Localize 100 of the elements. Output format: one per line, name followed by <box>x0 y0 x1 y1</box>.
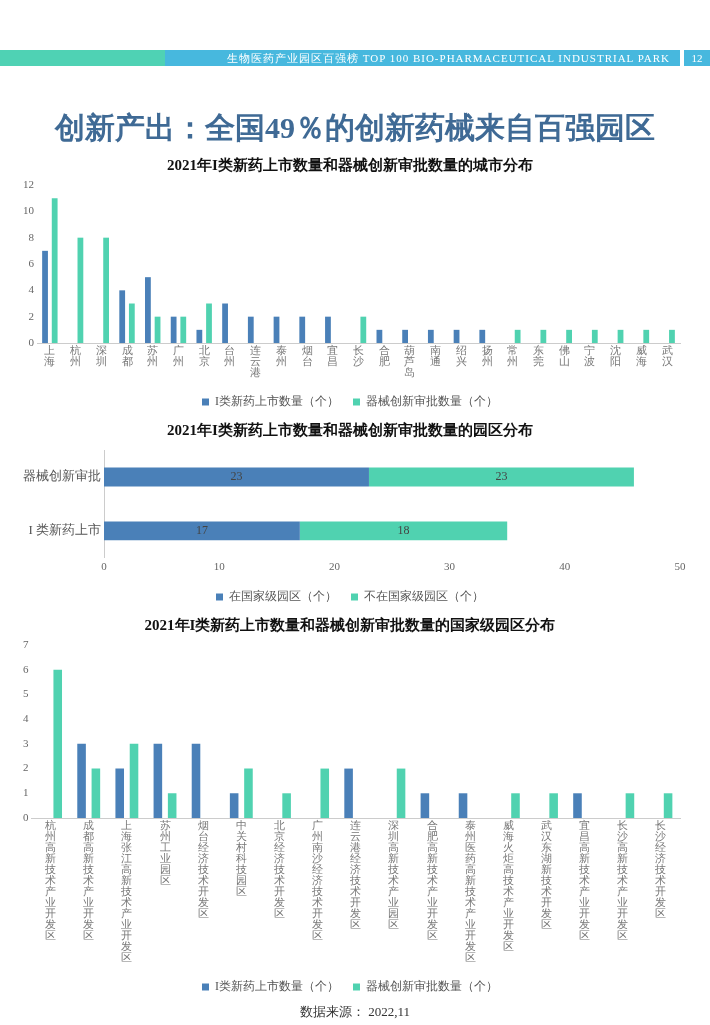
y-tick-label: 7 <box>23 637 29 650</box>
x-tick-label: 苏州工业园区 <box>159 819 171 887</box>
bar <box>325 316 331 343</box>
category-label: 深圳高新技术产业园区 <box>388 819 400 931</box>
data-label: 23 <box>230 469 243 484</box>
y-tick-label: 4 <box>28 283 35 296</box>
bar <box>566 329 572 343</box>
x-tick-label: 上海 <box>44 344 56 368</box>
x-tick-label: 台州 <box>224 344 236 368</box>
y-tick-label: 12 <box>23 177 34 190</box>
legend-label: 器械创新审批数量（个） <box>366 979 498 994</box>
data-label: 23 <box>495 469 508 484</box>
x-tick-label: 烟台 <box>301 344 313 368</box>
y-tick-label: 6 <box>28 256 35 269</box>
y-tick-label: 2 <box>23 761 29 774</box>
legend-label: I类新药上市数量（个） <box>215 979 339 994</box>
x-tick-label: 北京 <box>198 344 210 368</box>
bar <box>368 467 634 487</box>
y-tick-label: 5 <box>23 687 29 700</box>
x-tick-label: 威海 <box>635 344 647 368</box>
x-tick-label: 深圳 <box>94 344 107 368</box>
x-tick-label: 南通 <box>430 344 442 368</box>
bar <box>625 793 635 818</box>
bar <box>244 768 253 818</box>
bar <box>77 743 86 818</box>
bar <box>51 198 58 343</box>
bar <box>669 329 675 343</box>
x-tick-label: 长沙 <box>353 344 364 368</box>
bar <box>206 303 212 343</box>
bar <box>299 521 508 541</box>
y-tick-label: 4 <box>23 712 29 725</box>
bar <box>42 250 48 343</box>
y-tick-label: 器械创新审批 <box>23 468 101 484</box>
bar <box>129 743 139 818</box>
bar <box>153 743 163 818</box>
bar <box>573 793 582 818</box>
legend-label: 器械创新审批数量（个） <box>366 394 498 409</box>
category-label: 烟台经济技术开发区 <box>197 819 209 920</box>
x-tick-label: 常州 <box>507 344 519 368</box>
bar <box>402 329 409 343</box>
x-tick-label: 武汉 <box>661 344 673 368</box>
y-tick-label: I 类新药上市 <box>28 522 101 538</box>
bar <box>104 521 300 541</box>
y-tick-label: 0 <box>28 335 35 348</box>
x-tick-label: 40 <box>559 560 571 573</box>
bar <box>115 768 125 818</box>
x-tick-label: 50 <box>674 560 686 573</box>
bar <box>229 793 239 818</box>
category-label: 广州南沙经济技术开发区 <box>312 819 324 942</box>
bar <box>282 793 291 818</box>
bar <box>420 793 430 818</box>
x-tick-label: 扬州 <box>481 344 493 368</box>
bar <box>119 290 126 343</box>
legend-label: I类新药上市数量（个） <box>215 394 339 409</box>
x-tick-label: 合肥 <box>378 344 390 368</box>
y-tick-label: 10 <box>23 204 35 217</box>
text: 创新产出：全国49％的创新药械来自百强园区 <box>53 110 656 146</box>
x-tick-label: 宜昌 <box>327 344 339 368</box>
bar <box>299 316 306 343</box>
source-note: 数据来源： 2022,11 <box>299 1003 411 1021</box>
bar <box>511 793 520 818</box>
text: 12 <box>684 50 710 66</box>
x-tick-label: 东莞 <box>533 344 545 368</box>
x-tick-label: 成都 <box>121 344 133 368</box>
legend-label: 在国家级园区（个） <box>229 589 337 604</box>
y-tick-label: 8 <box>28 230 35 243</box>
bar <box>344 768 353 818</box>
category-label: 威海火炬高技术产业开发区 <box>502 819 514 953</box>
bar <box>167 793 177 818</box>
y-tick-label: 1 <box>23 786 29 799</box>
bar <box>170 316 177 343</box>
bar <box>643 329 650 343</box>
y-tick-label: 3 <box>23 736 29 749</box>
x-tick-label: 泰州 <box>275 344 287 368</box>
bar <box>396 768 406 818</box>
x-tick-label: 中关村科技园区 <box>234 819 247 898</box>
bar <box>360 316 367 343</box>
bar <box>479 329 486 343</box>
chart-title: 2021年I类新药上市数量和器械创新审批数量的国家级园区分布 <box>144 615 556 633</box>
x-tick-label: 葫芦岛 <box>404 344 416 379</box>
bar <box>514 329 521 343</box>
category-label: 武汉东湖新技术开发区 <box>540 819 552 931</box>
x-tick-label: 沈阳 <box>610 344 622 368</box>
category-label: 长沙高新技术产业开发区 <box>617 819 629 942</box>
legend-label: 不在国家级园区（个） <box>364 589 484 604</box>
category-label: 成都高新技术产业开发区 <box>83 819 95 942</box>
x-tick-label: 佛山 <box>558 344 570 368</box>
category-label: 合肥高新技术产业开发区 <box>426 819 438 942</box>
bar <box>540 329 547 343</box>
bar <box>180 316 187 343</box>
data-label: 18 <box>397 523 410 538</box>
x-tick-label: 30 <box>444 560 456 573</box>
bar <box>103 237 110 343</box>
x-tick-label: 杭州 <box>69 344 82 368</box>
bar <box>104 467 369 487</box>
bar <box>191 743 201 818</box>
category-label: 杭州高新技术产业开发区 <box>45 819 57 942</box>
category-label: 上海张江高新技术产业开发区 <box>121 819 133 964</box>
bar <box>427 329 434 343</box>
category-label: 北京经济技术开发区 <box>273 819 285 920</box>
